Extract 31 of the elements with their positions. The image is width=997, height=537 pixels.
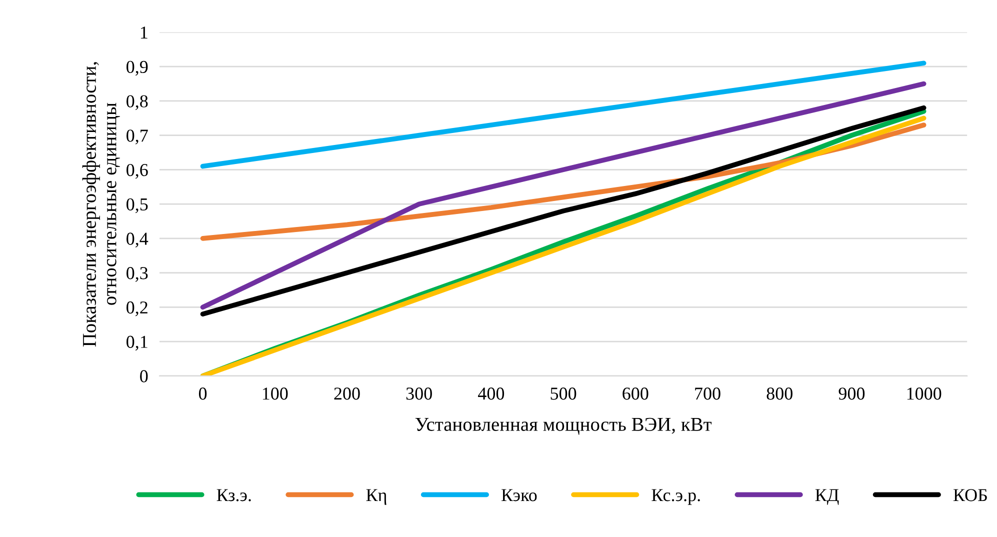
y-tick-label: 0,5 <box>126 198 148 214</box>
x-tick-label: 800 <box>766 388 792 400</box>
legend-label: КОБ <box>953 489 987 502</box>
legend-label: Кс.э.р. <box>652 489 700 505</box>
x-tick-label: 1000 <box>907 388 942 400</box>
y-tick-label: 0,1 <box>126 336 148 351</box>
x-tick-label: 400 <box>478 388 504 400</box>
y-tick-label: 0 <box>140 370 148 382</box>
y-tick-label: 0,9 <box>126 60 148 76</box>
legend-label: Кэко <box>502 489 537 502</box>
x-tick-label: 600 <box>622 388 648 400</box>
y-tick-label: 0,4 <box>126 232 148 248</box>
y-tick-label: 0,8 <box>126 95 148 110</box>
x-tick-label: 900 <box>838 388 865 400</box>
x-tick-label: 700 <box>695 388 720 400</box>
line-series <box>200 60 926 169</box>
x-tick-label: 300 <box>406 388 432 400</box>
x-tick-label: 500 <box>550 388 576 400</box>
x-axis-title: Установленная мощность ВЭИ, кВт <box>415 418 712 435</box>
x-tick-label: 0 <box>198 388 207 400</box>
x-tick-label: 100 <box>262 388 288 400</box>
legend-label: КД <box>815 489 839 505</box>
legend-label: Кз.э. <box>216 489 251 502</box>
y-tick-label: 0,2 <box>126 301 148 316</box>
y-tick-label: 0,6 <box>126 164 148 179</box>
x-tick-label: 200 <box>334 388 360 400</box>
y-tick-label: 0,3 <box>126 267 148 282</box>
y-axis-title: Показатели энергоэффективности, относительные единицы <box>82 62 120 347</box>
y-tick-label: 0,7 <box>126 130 148 144</box>
legend-label: Кη <box>366 489 386 505</box>
y-tick-label: 1 <box>140 26 148 38</box>
